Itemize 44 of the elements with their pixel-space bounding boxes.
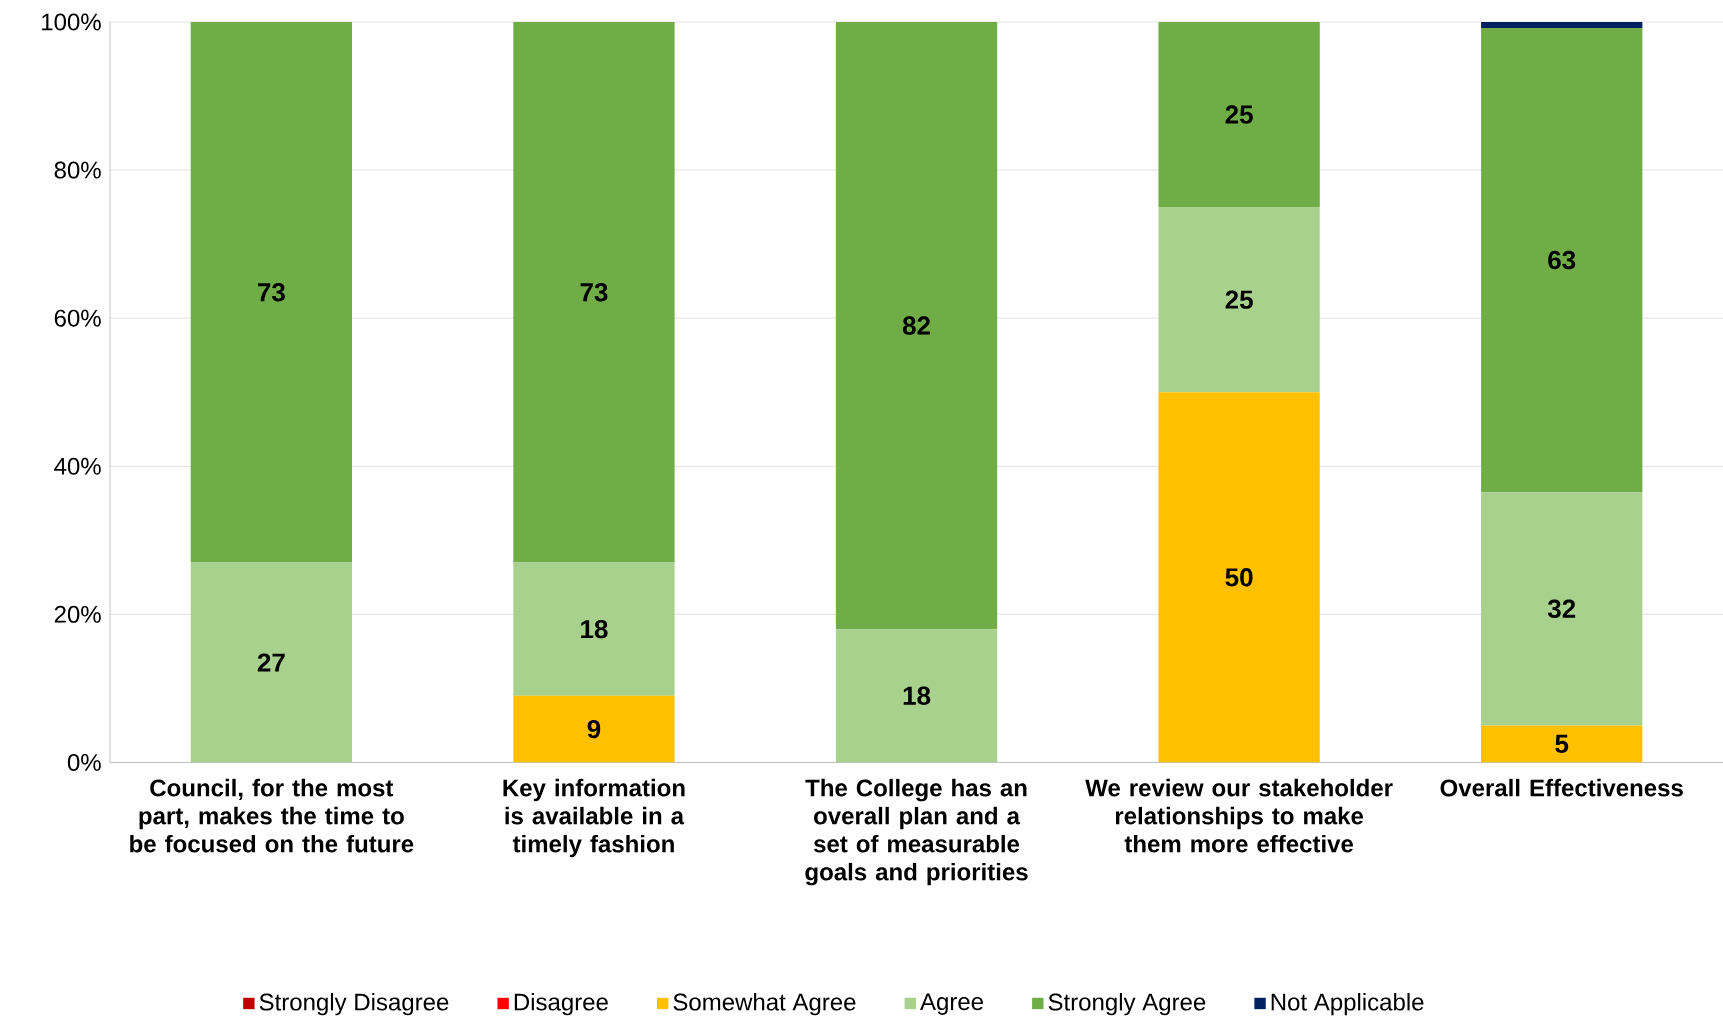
data-label: 73 xyxy=(258,283,285,302)
data-label: 9 xyxy=(587,720,601,739)
data-label: 32 xyxy=(1547,599,1576,619)
bar xyxy=(190,562,353,763)
x-tick-label: We review our stakeholder relationships to make them more effective xyxy=(1085,779,1393,853)
x-tick-label: Key information is available in a timely fashion xyxy=(503,779,685,858)
y-tick-label: 0% xyxy=(67,754,101,772)
bar xyxy=(1158,207,1320,393)
data-label: 73 xyxy=(580,283,608,302)
legend-label: Somewhat Agree xyxy=(673,993,856,1016)
data-label: 27 xyxy=(257,653,285,672)
bar xyxy=(1481,22,1643,29)
y-tick-label: 60% xyxy=(54,309,101,327)
bar xyxy=(1481,725,1643,763)
y-tick-label: 40% xyxy=(54,457,101,475)
x-tick-label: Overall Effectiveness xyxy=(1440,779,1683,797)
bar xyxy=(1481,28,1643,493)
legend-label: Agree xyxy=(920,993,983,1016)
data-label: 25 xyxy=(1225,105,1253,124)
data-label: 5 xyxy=(1555,735,1569,754)
bar xyxy=(1158,22,1320,208)
bar xyxy=(1481,492,1643,726)
y-tick-label: 20% xyxy=(54,606,101,624)
y-tick-label: 80% xyxy=(54,161,101,179)
x-tick-label: Council, for the most part, makes the time to be focused on the future xyxy=(130,779,414,853)
data-label: 18 xyxy=(903,686,931,706)
x-tick-label: The College has an overall plan and a set of measurable goals and priorities xyxy=(805,779,1028,886)
data-label: 25 xyxy=(1225,290,1253,310)
bar xyxy=(835,22,998,630)
data-label: 18 xyxy=(581,620,608,639)
bar xyxy=(835,629,998,763)
legend-label: Strongly Disagree xyxy=(259,993,449,1016)
data-label: 82 xyxy=(902,316,930,335)
bar xyxy=(190,22,353,563)
legend-label: Not Applicable xyxy=(1271,993,1424,1016)
bar xyxy=(513,22,675,563)
bar xyxy=(513,695,675,763)
bar xyxy=(513,562,675,696)
legend-label: Disagree xyxy=(514,993,608,1016)
data-label: 50 xyxy=(1225,568,1253,587)
legend-label: Strongly Agree xyxy=(1048,993,1206,1016)
data-label: 63 xyxy=(1548,251,1576,270)
y-tick-label: 100% xyxy=(42,13,101,31)
bar xyxy=(1158,392,1320,763)
